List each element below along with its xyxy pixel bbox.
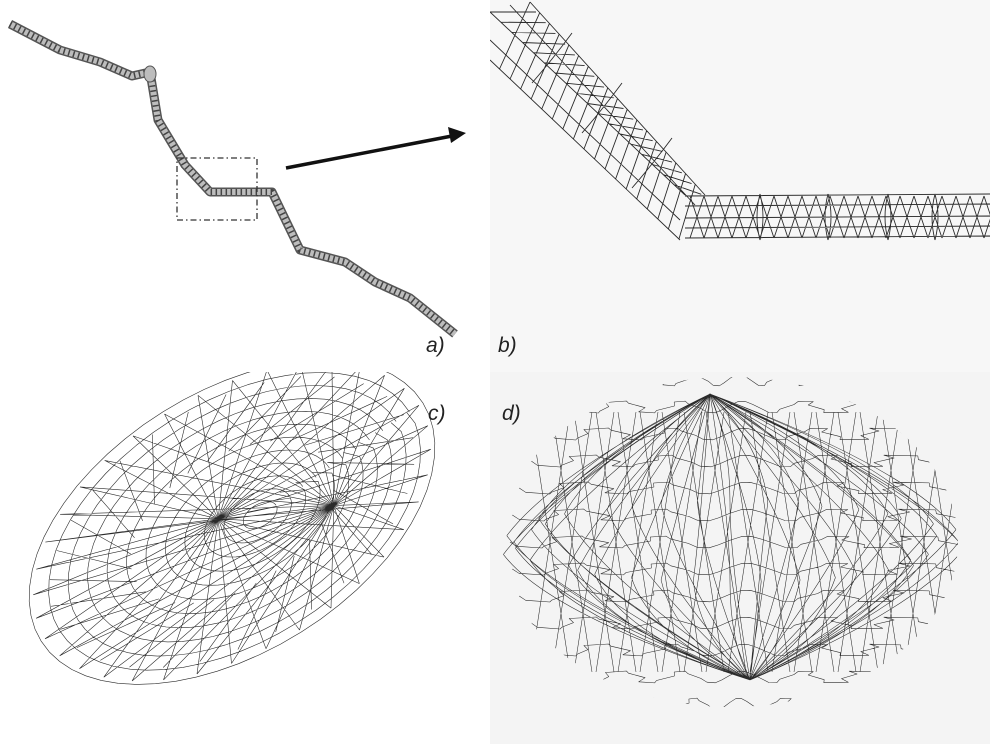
- zoom-region-box: [176, 157, 258, 221]
- panel-a-vessel-overview: a): [0, 0, 490, 372]
- vessel-tube-mesh: [7, 20, 458, 338]
- panel-label-b: b): [498, 334, 517, 357]
- zoom-arrow-head: [448, 127, 466, 143]
- zoom-arrow-line: [285, 134, 453, 170]
- panel-b-zoomed-segment: b): [490, 0, 990, 372]
- panel-label-d: d): [502, 402, 521, 425]
- ellipsoid-figure: [28, 372, 436, 685]
- zoomed-segment-figure: [490, 1, 990, 241]
- deformed-sphere-figure: [503, 377, 958, 707]
- panel-label-a: a): [426, 334, 445, 357]
- vessel-overview-figure: [7, 20, 466, 338]
- panel-c-ellipsoid-mesh: c): [0, 372, 490, 744]
- zoomed-tube-mesh: [490, 1, 990, 241]
- panel-d-deformed-mesh: d): [490, 372, 990, 744]
- deformed-sphere-wireframe: [503, 377, 958, 707]
- panel-label-c: c): [428, 402, 446, 425]
- ellipsoid-wireframe: [28, 372, 436, 685]
